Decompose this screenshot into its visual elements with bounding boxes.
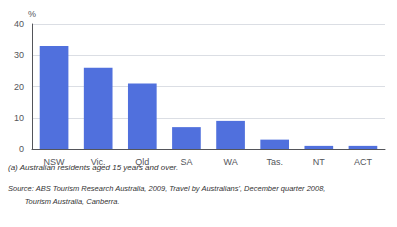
svg-text:WA: WA (223, 157, 237, 167)
svg-text:20: 20 (14, 82, 24, 92)
svg-text:Tourism Australia, Canberra.: Tourism Australia, Canberra. (8, 197, 120, 206)
svg-text:0: 0 (19, 144, 24, 154)
svg-text:(a) Australian residents aged: (a) Australian residents aged 15 years a… (8, 162, 179, 172)
svg-text:NT: NT (313, 157, 325, 167)
svg-text:ACT: ACT (354, 157, 373, 167)
svg-text:Source: ABS Tourism Research A: Source: ABS Tourism Research Australia, … (8, 184, 325, 193)
svg-text:SA: SA (180, 157, 192, 167)
svg-text:10: 10 (14, 113, 24, 123)
svg-text:NSW: NSW (44, 157, 66, 167)
svg-text:Tas.: Tas. (266, 157, 283, 167)
svg-text:%: % (28, 9, 36, 19)
svg-text:40: 40 (14, 19, 24, 29)
svg-text:30: 30 (14, 50, 24, 60)
svg-text:Vic.: Vic. (91, 157, 106, 167)
svg-text:Qld: Qld (135, 157, 149, 167)
